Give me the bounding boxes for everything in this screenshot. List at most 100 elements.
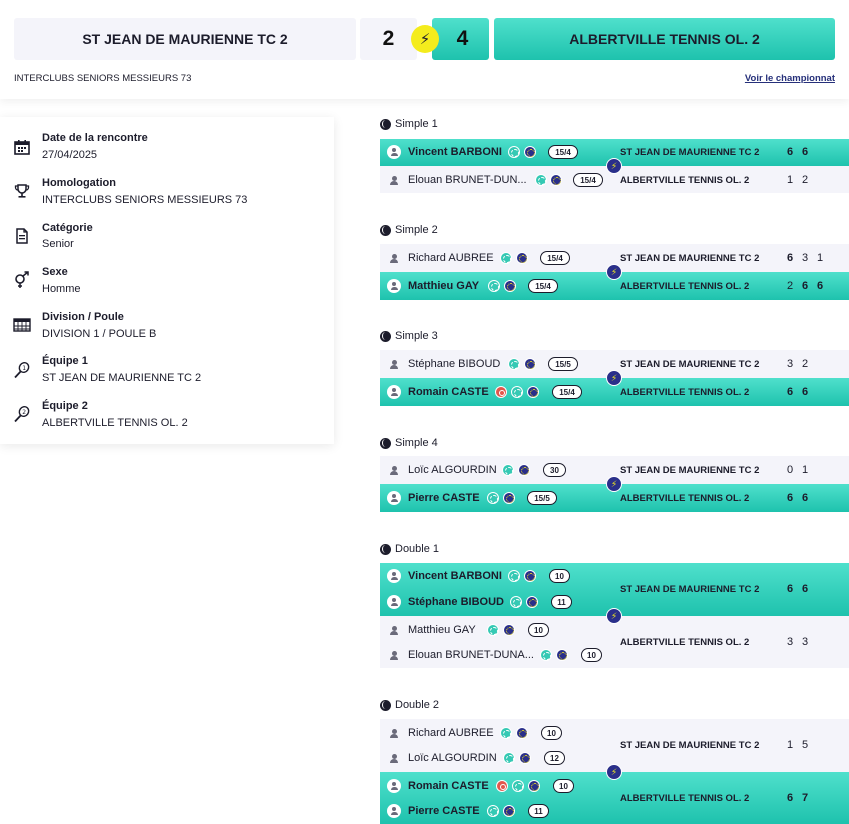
ranking-badge: 15/4 bbox=[548, 145, 578, 159]
tennis-ball-icon bbox=[380, 543, 391, 555]
ranking-badge: 10 bbox=[528, 623, 549, 637]
away-team-name[interactable]: ALBERTVILLE TENNIS OL. 2 bbox=[494, 18, 835, 60]
tennis-badge-icon bbox=[502, 464, 514, 476]
europe-badge-icon bbox=[524, 146, 536, 158]
homologation-label: Homologation bbox=[42, 177, 116, 189]
tennis-ball-icon bbox=[380, 699, 391, 711]
player-name[interactable]: Romain CASTE bbox=[408, 780, 489, 792]
match-row-loser[interactable]: Loïc ALGOURDIN 30 ST JEAN DE MAURIENNE T… bbox=[380, 456, 849, 484]
tennis-badge-icon bbox=[487, 492, 499, 504]
ranking-badge: 12 bbox=[544, 751, 565, 765]
europe-badge-icon bbox=[550, 174, 562, 186]
ranking-badge: 10 bbox=[581, 648, 602, 662]
team-name: ST JEAN DE MAURIENNE TC 2 bbox=[620, 147, 760, 158]
user-avatar-icon bbox=[387, 569, 401, 583]
set-score: 6 bbox=[802, 386, 809, 398]
trophy-icon bbox=[13, 182, 31, 200]
europe-badge-icon bbox=[503, 624, 515, 636]
player-name[interactable]: Loïc ALGOURDIN bbox=[408, 464, 497, 476]
ranking-badge: 11 bbox=[551, 595, 572, 609]
ranking-badge: 15/4 bbox=[540, 251, 570, 265]
ranking-badge: 15/4 bbox=[573, 173, 603, 187]
set-score: 6 bbox=[802, 492, 809, 504]
match-row-winner[interactable]: Vincent BARBONI 10 Stéphane BIBOUD 11 ST… bbox=[380, 563, 849, 616]
set-score: 2 bbox=[802, 174, 809, 186]
player-name[interactable]: Richard AUBREE bbox=[408, 252, 494, 264]
tennis-ball-icon bbox=[380, 437, 391, 449]
player-name[interactable]: Pierre CASTE bbox=[408, 805, 480, 817]
bolt-icon: ⚡ bbox=[606, 370, 622, 386]
team-name: ALBERTVILLE TENNIS OL. 2 bbox=[620, 175, 750, 186]
player-name[interactable]: Elouan BRUNET-DUN... bbox=[408, 174, 527, 186]
team1-label: Équipe 1 bbox=[42, 355, 88, 367]
set-score: 2 bbox=[787, 280, 794, 292]
europe-badge-icon bbox=[556, 649, 568, 661]
tennis-badge-icon bbox=[488, 280, 500, 292]
player-name[interactable]: Romain CASTE bbox=[408, 386, 489, 398]
racket-1-icon: 1 bbox=[13, 361, 31, 379]
set-score: 0 bbox=[787, 464, 794, 476]
category-value: Senior bbox=[42, 238, 74, 250]
player-name[interactable]: Elouan BRUNET-DUNA... bbox=[408, 649, 534, 661]
player-name[interactable]: Stéphane BIBOUD bbox=[408, 596, 504, 608]
match-row-loser[interactable]: Matthieu GAY 10 Elouan BRUNET-DUNA... 10… bbox=[380, 616, 849, 668]
europe-badge-icon bbox=[503, 492, 515, 504]
player-name[interactable]: Stéphane BIBOUD bbox=[408, 358, 501, 370]
europe-badge-icon bbox=[524, 358, 536, 370]
set-score: 2 bbox=[802, 358, 809, 370]
europe-badge-icon bbox=[516, 727, 528, 739]
player-name[interactable]: Loïc ALGOURDIN bbox=[408, 752, 497, 764]
tennis-badge-icon bbox=[512, 780, 524, 792]
view-championship-link[interactable]: Voir le championnat bbox=[744, 73, 835, 84]
tennis-badge-icon bbox=[503, 752, 515, 764]
team-name: ST JEAN DE MAURIENNE TC 2 bbox=[620, 253, 760, 264]
match-title-double-1: Double 1 bbox=[380, 543, 439, 555]
tennis-badge-icon bbox=[540, 649, 552, 661]
calendar-icon bbox=[13, 138, 31, 156]
user-avatar-icon bbox=[387, 173, 401, 187]
team-name: ST JEAN DE MAURIENNE TC 2 bbox=[620, 740, 760, 751]
bolt-icon: ⚡ bbox=[606, 476, 622, 492]
player-name[interactable]: Matthieu GAY bbox=[408, 624, 476, 636]
category-label: Catégorie bbox=[42, 222, 93, 234]
set-score: 6 bbox=[787, 792, 794, 804]
player-name[interactable]: Vincent BARBONI bbox=[408, 570, 502, 582]
player-name[interactable]: Vincent BARBONI bbox=[408, 146, 502, 158]
ranking-badge: 10 bbox=[549, 569, 570, 583]
tennis-badge-icon bbox=[535, 174, 547, 186]
document-icon bbox=[13, 227, 31, 245]
team-name: ST JEAN DE MAURIENNE TC 2 bbox=[620, 465, 760, 476]
user-avatar-icon bbox=[387, 463, 401, 477]
match-row-winner[interactable]: Romain CASTE 10 Pierre CASTE 11 ALBERTVI… bbox=[380, 772, 849, 824]
user-avatar-icon bbox=[387, 779, 401, 793]
match-title-simple-3: Simple 3 bbox=[380, 330, 438, 342]
tennis-badge-icon bbox=[487, 624, 499, 636]
set-score: 6 bbox=[787, 492, 794, 504]
team-name: ALBERTVILLE TENNIS OL. 2 bbox=[620, 281, 750, 292]
player-name[interactable]: Matthieu GAY bbox=[408, 280, 480, 292]
match-row-winner[interactable]: Matthieu GAY 15/4 ALBERTVILLE TENNIS OL.… bbox=[380, 272, 849, 300]
player-name[interactable]: Richard AUBREE bbox=[408, 727, 494, 739]
ranking-badge: 15/4 bbox=[528, 279, 558, 293]
set-score: 3 bbox=[787, 358, 794, 370]
team1-value: ST JEAN DE MAURIENNE TC 2 bbox=[42, 372, 202, 384]
user-avatar-icon bbox=[387, 648, 401, 662]
team-name: ALBERTVILLE TENNIS OL. 2 bbox=[620, 387, 750, 398]
ranking-badge: 11 bbox=[528, 804, 549, 818]
team-name: ALBERTVILLE TENNIS OL. 2 bbox=[620, 493, 750, 504]
red-badge-icon bbox=[495, 386, 507, 398]
team-name: ST JEAN DE MAURIENNE TC 2 bbox=[620, 359, 760, 370]
player-name[interactable]: Pierre CASTE bbox=[408, 492, 480, 504]
match-header: ST JEAN DE MAURIENNE TC 2 2 ⚡ 4 ALBERTVI… bbox=[0, 0, 849, 99]
match-row-winner[interactable]: Vincent BARBONI 15/4 ST JEAN DE MAURIENN… bbox=[380, 139, 849, 166]
tennis-badge-icon bbox=[508, 570, 520, 582]
home-team-name[interactable]: ST JEAN DE MAURIENNE TC 2 bbox=[14, 18, 356, 60]
match-row-loser[interactable]: Richard AUBREE 10 Loïc ALGOURDIN 12 ST J… bbox=[380, 719, 849, 772]
set-score: 3 bbox=[802, 636, 809, 648]
home-score: 2 bbox=[360, 18, 417, 60]
user-avatar-icon bbox=[387, 357, 401, 371]
